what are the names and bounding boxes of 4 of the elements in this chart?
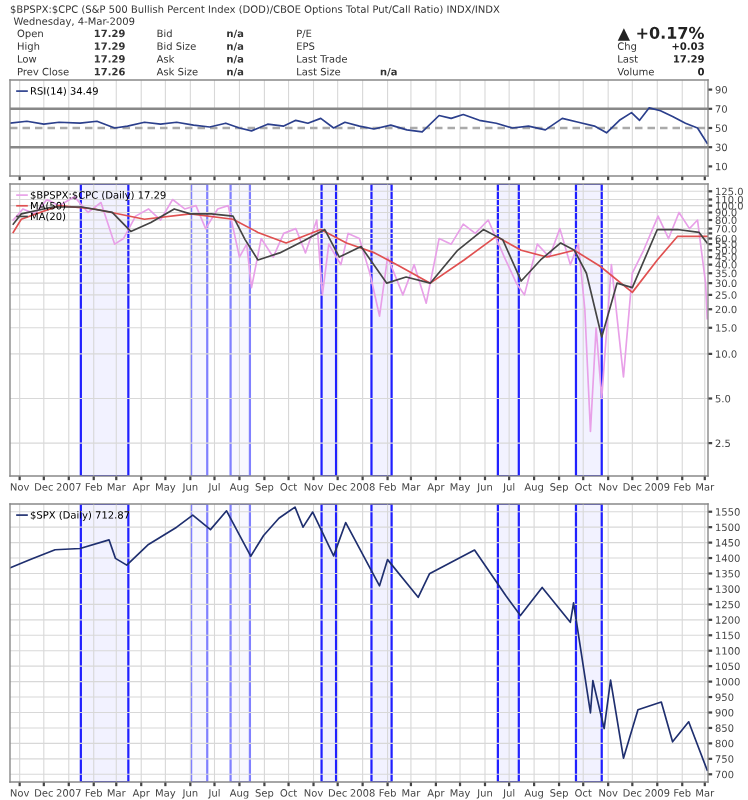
line-series xyxy=(10,107,708,145)
line-series xyxy=(12,195,708,433)
line-series xyxy=(12,204,708,294)
text: ▲ +0.17% xyxy=(617,26,704,41)
